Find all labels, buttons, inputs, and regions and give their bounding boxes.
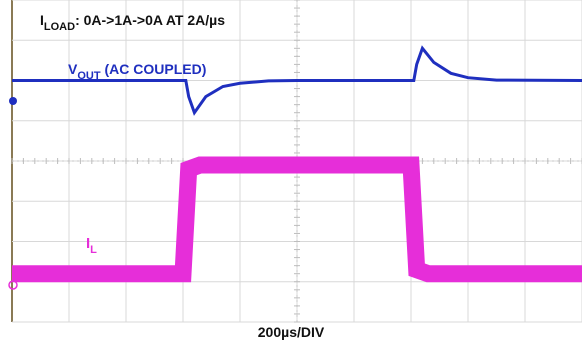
il-channel-marker xyxy=(8,280,18,290)
vout-channel-marker xyxy=(9,97,17,105)
traces xyxy=(12,45,582,283)
x-axis-label: 200µs/DIV xyxy=(258,324,325,340)
il-trace xyxy=(12,156,582,283)
il-annotation: IL xyxy=(86,235,97,256)
load-annotation: ILOAD: 0A->1A->0A AT 2A/µs xyxy=(40,12,225,33)
vout-trace xyxy=(12,45,582,116)
vout-annotation: VOUT (AC COUPLED) xyxy=(68,61,206,82)
